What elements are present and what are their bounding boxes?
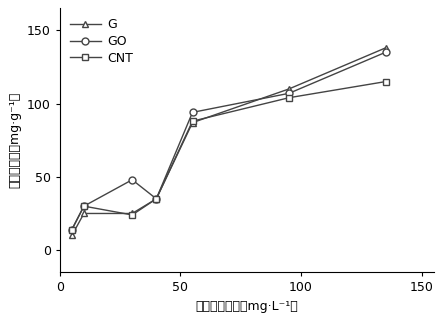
G — [286, 87, 291, 91]
X-axis label: 平衡质量浓度（mg·L⁻¹）: 平衡质量浓度（mg·L⁻¹） — [195, 300, 298, 313]
GO — [154, 197, 159, 201]
G — [129, 212, 135, 215]
CNT — [154, 197, 159, 201]
G — [190, 121, 195, 125]
G — [81, 212, 86, 215]
GO — [81, 204, 86, 208]
Line: G: G — [68, 44, 389, 239]
GO — [286, 91, 291, 95]
GO — [129, 178, 135, 182]
CNT — [190, 119, 195, 123]
Line: GO: GO — [68, 49, 389, 233]
GO — [383, 50, 388, 54]
Line: CNT: CNT — [68, 78, 389, 233]
G — [383, 46, 388, 50]
CNT — [383, 80, 388, 83]
G — [69, 233, 74, 237]
GO — [190, 110, 195, 114]
CNT — [69, 228, 74, 231]
Legend: G, GO, CNT: G, GO, CNT — [66, 14, 137, 69]
CNT — [81, 204, 86, 208]
GO — [69, 228, 74, 231]
CNT — [286, 96, 291, 100]
Y-axis label: 平衡吸附量（mg·g⁻¹）: 平衡吸附量（mg·g⁻¹） — [8, 92, 21, 188]
CNT — [129, 213, 135, 217]
G — [154, 197, 159, 201]
